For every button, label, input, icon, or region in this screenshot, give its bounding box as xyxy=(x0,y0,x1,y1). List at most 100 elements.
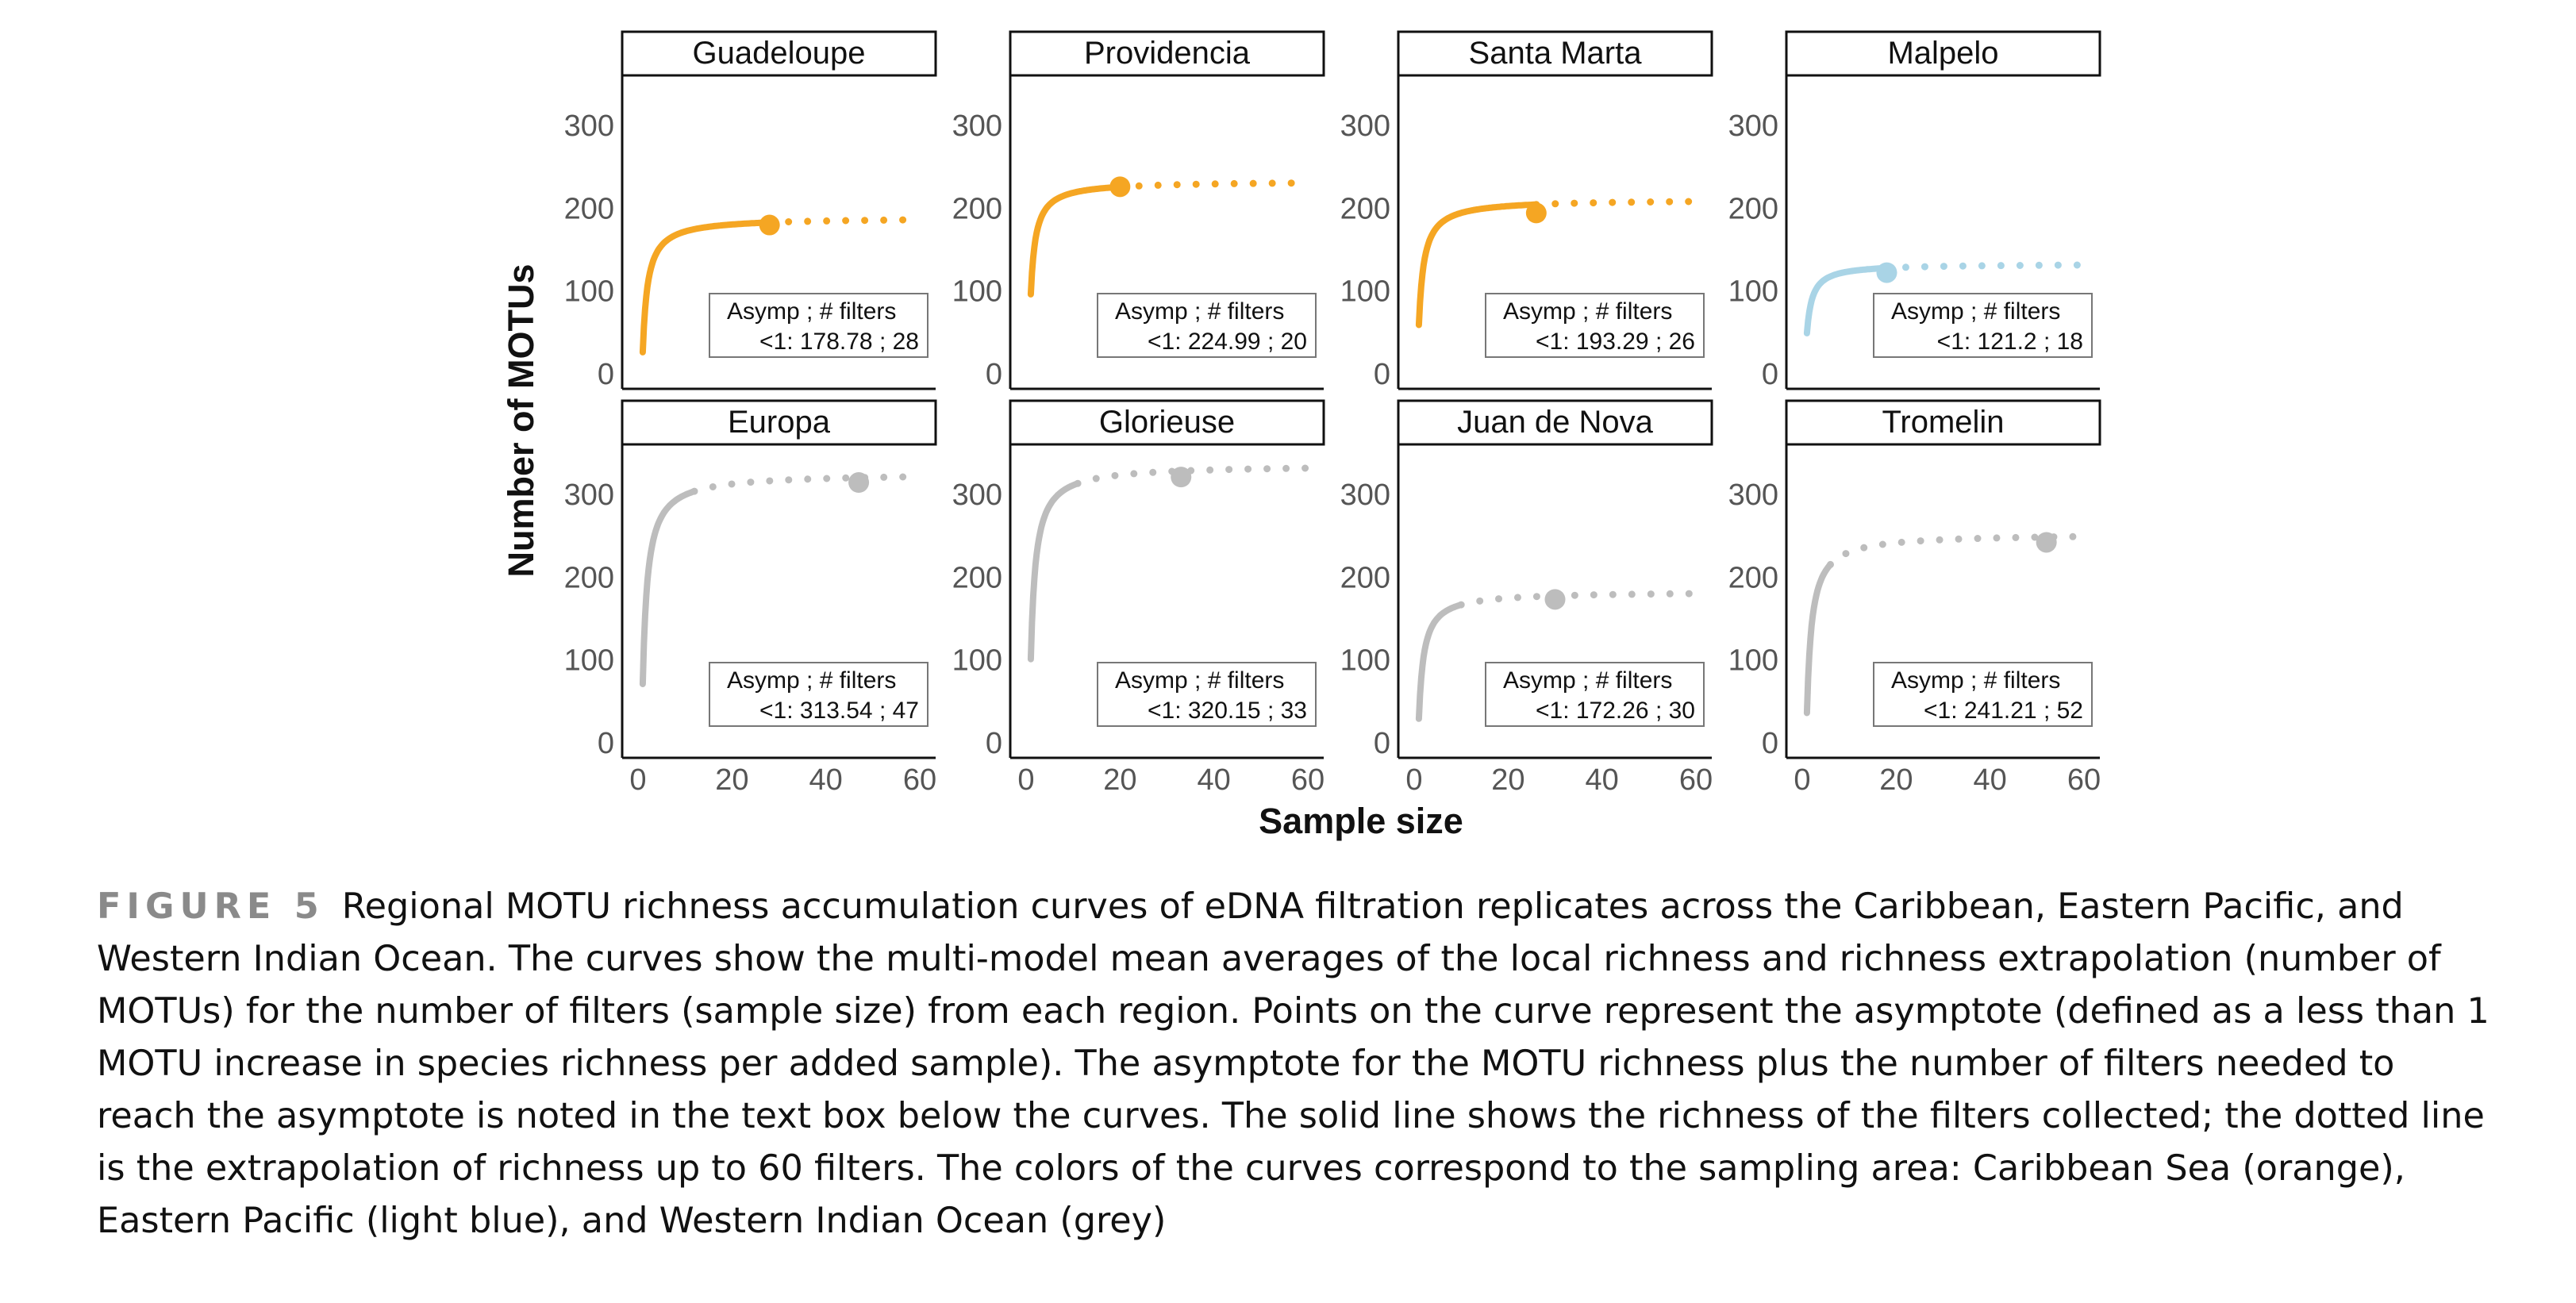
richness-accumulation-figure: Number of MOTUs Sample size Guadeloupe 0 1… xyxy=(501,30,2101,841)
x-tick-label: 0 xyxy=(629,763,646,797)
asymptote-point xyxy=(1109,176,1131,198)
panel-santa-marta: Santa Marta 0 100 200 300 Asymp ; # filters <1… xyxy=(1340,30,1713,391)
x-tick-label: 40 xyxy=(1586,763,1619,797)
y-tick-label: 300 xyxy=(564,110,614,143)
curve-observed xyxy=(1027,183,1124,298)
curve-observed xyxy=(639,219,773,356)
y-tick-label: 100 xyxy=(564,644,614,678)
asymptote-box-value: <1: 193.29 ; 26 xyxy=(1536,329,1695,355)
y-tick-label: 200 xyxy=(952,561,1002,594)
y-tick-label: 200 xyxy=(564,561,614,594)
y-tick-label: 300 xyxy=(1728,479,1778,512)
panel-header xyxy=(621,399,937,446)
y-axis-label: Number of MOTUs xyxy=(501,263,541,577)
panel-title: Tromelin xyxy=(1882,405,2004,440)
asymptote-box-header: Asymp ; # filters xyxy=(1891,667,2060,694)
panel-tromelin: Tromelin 0 100 200 300 0 20 40 60 Asymp ; # filte… xyxy=(1728,399,2101,797)
curve-extrapolated xyxy=(1883,261,2088,272)
panel-header xyxy=(1397,30,1713,77)
asymptote-point xyxy=(759,214,780,236)
asymptote-box xyxy=(709,293,929,358)
figure-label: FIGURE 5 xyxy=(97,886,325,927)
x-tick-label: 60 xyxy=(903,763,936,797)
panel-header xyxy=(1785,30,2101,77)
panel-malpelo: Malpelo 0 100 200 300 Asymp ; # filters <1: 12… xyxy=(1728,30,2101,391)
panel-title: Guadeloupe xyxy=(693,36,866,71)
y-tick-label: 300 xyxy=(1340,479,1390,512)
x-tick-label: 20 xyxy=(1879,763,1913,797)
y-tick-label: 200 xyxy=(1728,561,1778,594)
y-tick-label: 300 xyxy=(952,110,1002,143)
asymptote-box-value: <1: 313.54 ; 47 xyxy=(759,698,919,724)
y-tick-label: 100 xyxy=(1340,644,1390,678)
curve-observed xyxy=(1415,602,1465,722)
asymptote-box-header: Asymp ; # filters xyxy=(1503,667,1672,694)
y-tick-label: 0 xyxy=(1374,727,1390,760)
y-tick-label: 0 xyxy=(598,727,614,760)
curve-extrapolated xyxy=(1457,590,1700,609)
y-tick-label: 200 xyxy=(1340,561,1390,594)
asymptote-box-header: Asymp ; # filters xyxy=(1503,298,1672,325)
curve-observed xyxy=(1027,480,1082,663)
y-tick-label: 100 xyxy=(1340,275,1390,309)
asymptote-box xyxy=(1873,293,2093,358)
asymptote-box xyxy=(1485,662,1705,727)
y-tick-label: 300 xyxy=(564,479,614,512)
y-tick-label: 100 xyxy=(1728,644,1778,678)
caption-text: Regional MOTU richness accumulation curv… xyxy=(97,886,2489,1241)
curve-observed xyxy=(639,488,698,687)
panel-glorieuse: Glorieuse 0 100 200 300 0 20 40 60 Asymp ; # filt… xyxy=(952,399,1325,797)
y-tick-label: 0 xyxy=(1374,358,1390,391)
curve-observed xyxy=(1803,561,1834,717)
curve-extrapolated xyxy=(766,216,924,226)
y-tick-label: 300 xyxy=(1340,110,1390,143)
asymptote-box-value: <1: 224.99 ; 20 xyxy=(1148,329,1307,355)
asymptote-point xyxy=(2036,532,2057,553)
curve-observed xyxy=(1415,201,1540,329)
x-tick-label: 60 xyxy=(1291,763,1325,797)
x-tick-label: 40 xyxy=(809,763,843,797)
panel-header xyxy=(1397,399,1713,446)
panel-title: Santa Marta xyxy=(1469,36,1643,71)
panel-header xyxy=(1009,30,1325,77)
x-tick-label: 0 xyxy=(1794,763,1810,797)
x-tick-label: 20 xyxy=(1491,763,1524,797)
asymptote-box xyxy=(1485,293,1705,358)
asymptote-box-value: <1: 121.2 ; 18 xyxy=(1937,329,2083,355)
x-tick-label: 40 xyxy=(1198,763,1231,797)
y-tick-label: 300 xyxy=(952,479,1002,512)
y-tick-label: 300 xyxy=(1728,110,1778,143)
x-tick-label: 0 xyxy=(1405,763,1422,797)
x-tick-label: 20 xyxy=(1103,763,1136,797)
figure-caption: FIGURE 5 Regional MOTU richness accumulat… xyxy=(97,881,2493,1247)
asymptote-point xyxy=(1171,467,1192,488)
asymptote-box-value: <1: 320.15 ; 33 xyxy=(1148,698,1307,724)
curve-observed xyxy=(1803,264,1890,336)
asymptote-box-header: Asymp ; # filters xyxy=(727,298,896,325)
y-tick-label: 200 xyxy=(1340,192,1390,225)
curve-extrapolated xyxy=(1827,532,2088,568)
asymptote-box-header: Asymp ; # filters xyxy=(1891,298,2060,325)
y-tick-label: 100 xyxy=(564,275,614,309)
panel-header xyxy=(1009,399,1325,446)
curve-extrapolated xyxy=(1116,179,1312,190)
asymptote-point xyxy=(1544,589,1566,610)
asymptote-box-header: Asymp ; # filters xyxy=(1115,667,1284,694)
y-tick-label: 100 xyxy=(1728,275,1778,309)
asymptote-point xyxy=(848,472,870,494)
curve-extrapolated xyxy=(1532,198,1700,209)
asymptote-box xyxy=(1097,293,1317,358)
y-tick-label: 0 xyxy=(1762,358,1778,391)
panel-guadeloupe: Guadeloupe 0 100 200 300 Asymp ; # filters <1:… xyxy=(564,30,937,391)
x-tick-label: 20 xyxy=(715,763,748,797)
y-tick-label: 200 xyxy=(952,192,1002,225)
asymptote-point xyxy=(1525,202,1547,224)
y-tick-label: 0 xyxy=(1762,727,1778,760)
x-tick-label: 40 xyxy=(1974,763,2007,797)
panel-europa: Europa 0 100 200 300 0 20 40 60 Asymp ; # filters… xyxy=(564,399,937,797)
y-tick-label: 100 xyxy=(952,275,1002,309)
x-tick-label: 60 xyxy=(1679,763,1713,797)
y-tick-label: 200 xyxy=(564,192,614,225)
x-tick-label: 0 xyxy=(1017,763,1034,797)
